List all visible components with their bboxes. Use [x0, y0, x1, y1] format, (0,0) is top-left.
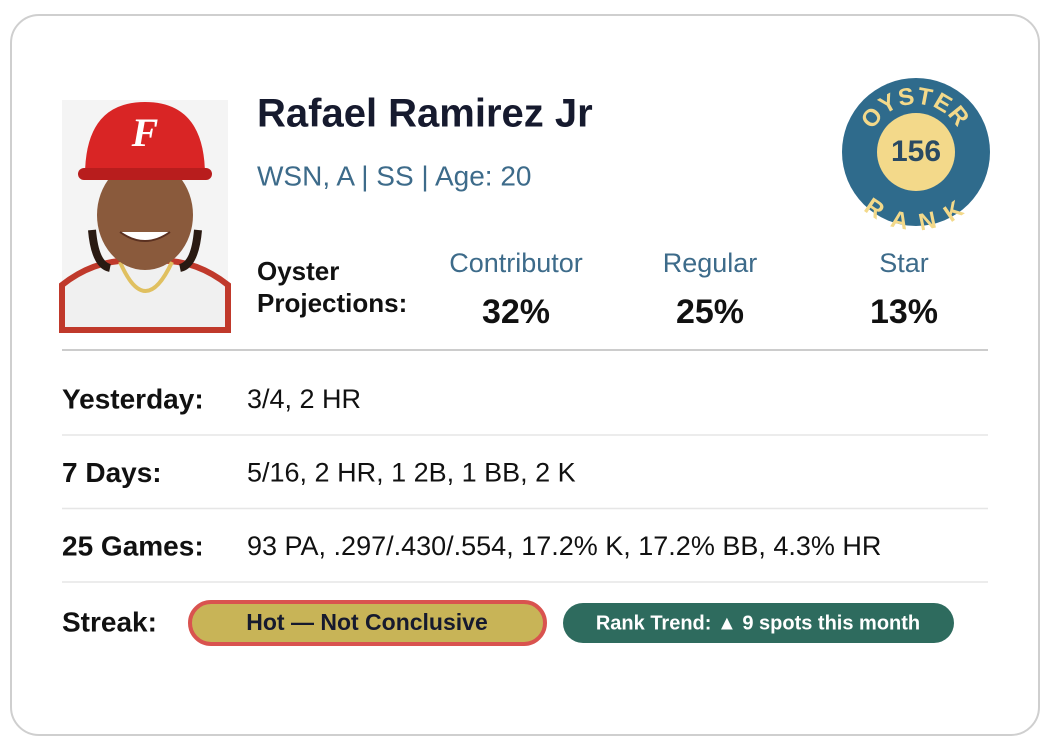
player-name: Rafael Ramirez Jr: [257, 92, 593, 136]
streak-label: Streak:: [62, 606, 157, 637]
projection-columns: Contributor 32% Regular 25% Star 13%: [449, 248, 938, 331]
stat-value: 93 PA, .297/.430/.554, 17.2% K, 17.2% BB…: [247, 531, 881, 561]
stat-rows: Yesterday: 3/4, 2 HR 7 Days: 5/16, 2 HR, 1 …: [62, 383, 988, 583]
trend-pill: [563, 603, 954, 643]
streak-status: Hot — Not Conclusive: [246, 609, 488, 635]
badge-rank: 156: [891, 135, 941, 168]
rank-trend: Rank Trend: ▲ 9 spots this month: [596, 612, 920, 634]
projection-label: Contributor: [449, 248, 583, 278]
stat-label: 7 Days:: [62, 457, 162, 488]
card-frame: [10, 14, 1040, 736]
player-details: WSN, A | SS | Age: 20: [257, 160, 531, 191]
stat-label: 25 Games:: [62, 530, 204, 561]
streak-pill: [188, 600, 547, 646]
projection-value: 13%: [870, 293, 938, 331]
rank-badge: OYSTER RANK 156: [842, 78, 990, 237]
projections-label: Projections:: [257, 288, 407, 318]
stat-label: Yesterday:: [62, 383, 204, 414]
projection-label: Star: [879, 248, 929, 278]
stat-value: 5/16, 2 HR, 1 2B, 1 BB, 2 K: [247, 458, 576, 488]
svg-text:F: F: [131, 110, 159, 155]
projection-value: 25%: [676, 293, 744, 331]
stat-value: 3/4, 2 HR: [247, 384, 361, 414]
projection-value: 32%: [482, 293, 550, 331]
player-photo: F: [59, 100, 231, 333]
projection-label: Regular: [663, 248, 758, 278]
projections-label: Oyster: [257, 256, 339, 286]
